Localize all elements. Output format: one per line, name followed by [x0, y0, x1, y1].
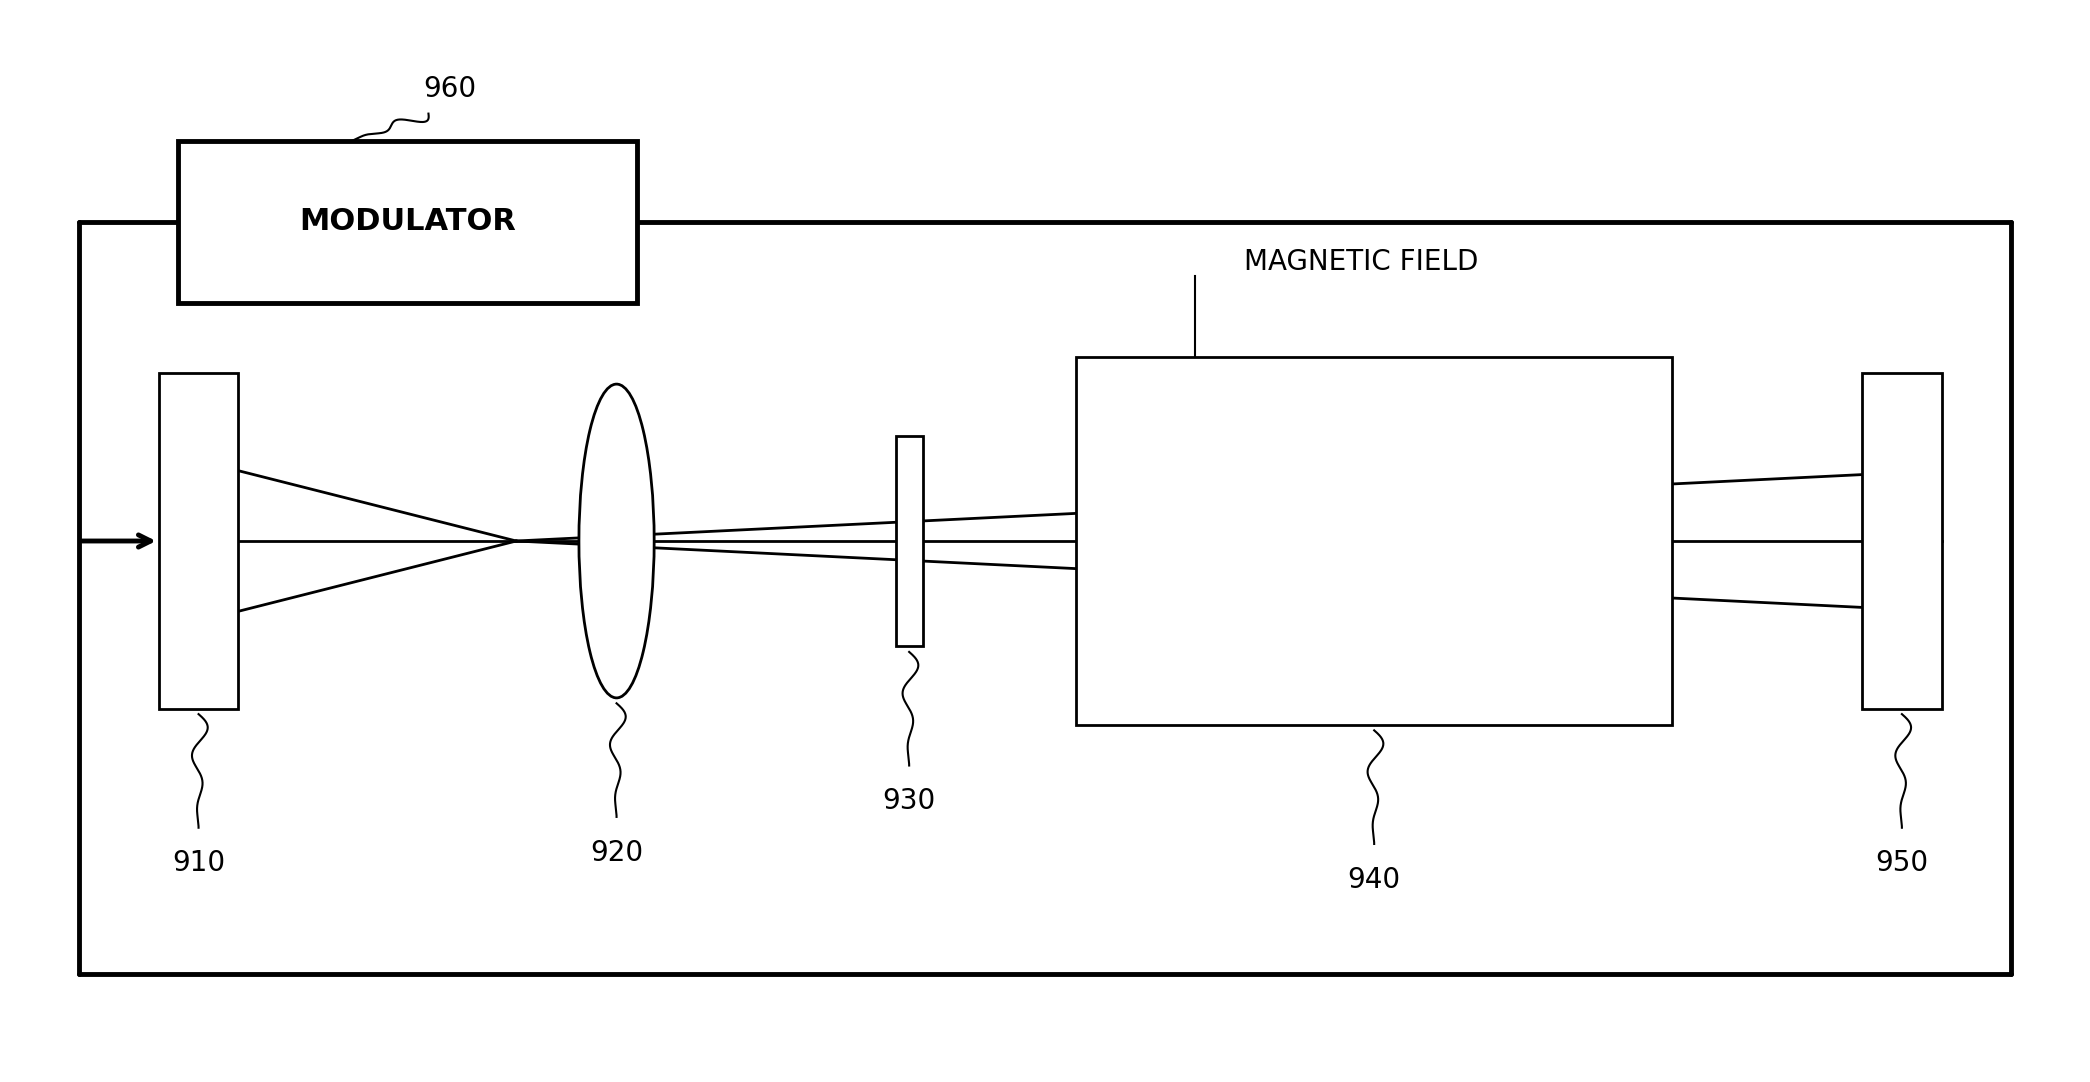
- Bar: [1862, 373, 1942, 709]
- Ellipse shape: [579, 384, 654, 698]
- Text: 920: 920: [589, 839, 644, 867]
- Bar: [895, 436, 924, 647]
- Bar: [159, 373, 238, 709]
- Text: 910: 910: [171, 849, 226, 878]
- Text: MAGNETIC FIELD: MAGNETIC FIELD: [1244, 248, 1478, 276]
- Text: 950: 950: [1875, 849, 1929, 878]
- Text: 930: 930: [882, 788, 936, 815]
- Bar: [178, 141, 637, 303]
- Text: 940: 940: [1348, 866, 1400, 894]
- Bar: [1076, 357, 1672, 725]
- Text: 960: 960: [422, 75, 477, 103]
- Text: MODULATOR: MODULATOR: [299, 208, 516, 236]
